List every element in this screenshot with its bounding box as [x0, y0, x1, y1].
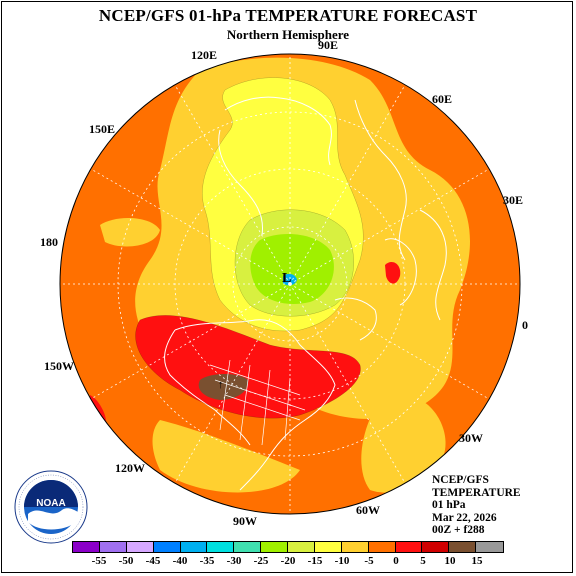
field-band-minus20	[250, 234, 334, 305]
colorbar-tick-label: 0	[393, 555, 399, 567]
colorbar-ticks: -55 -50 -45 -40 -35 -30 -25 -20 -15 -10 -5 0 5 10 15	[0, 555, 576, 569]
colorbar-segment	[234, 542, 262, 552]
lon-label-180: 180	[40, 235, 58, 249]
colorbar-tick-label: -45	[145, 555, 161, 567]
lon-label-150w: 150W	[44, 359, 74, 373]
lon-label-0: 0	[522, 318, 528, 332]
noaa-logo-text: NOAA	[36, 498, 65, 509]
temperature-field	[60, 54, 520, 514]
colorbar-segment	[180, 542, 208, 552]
noaa-logo: NOAA	[14, 470, 88, 544]
lon-label-90e: 90E	[318, 38, 339, 52]
info-model: NCEP/GFS	[432, 474, 489, 486]
field-cold-core	[283, 273, 297, 286]
colorbar-tick-label: -25	[253, 555, 269, 567]
warm-marker: ↑	[218, 379, 224, 391]
colorbar-tick-label: -35	[199, 555, 215, 567]
colorbar-tick-label: 5	[420, 555, 426, 567]
info-date: Mar 22, 2026	[432, 511, 497, 524]
colorbar-segment	[261, 542, 288, 552]
map-boundary	[59, 53, 521, 515]
colorbar-tick-label: -30	[226, 555, 242, 567]
colorbar-tick-label: -40	[172, 555, 188, 567]
map-subtitle: Northern Hemisphere	[226, 27, 350, 42]
colorbar-tick-label: -15	[307, 555, 323, 567]
field-warm-brown	[198, 374, 249, 400]
colorbar-segment	[314, 542, 342, 552]
lon-label-150e: 150E	[89, 122, 116, 136]
map-title: NCEP/GFS 01-hPa TEMPERATURE FORECAST	[98, 6, 478, 25]
forecast-info: NCEP/GFS TEMPERATURE 01 hPa Mar 22, 2026…	[432, 474, 521, 537]
low-marker: L	[282, 271, 291, 286]
colorbar-segment	[99, 542, 127, 552]
colorbar-segment	[476, 542, 503, 552]
colorbar-segment	[341, 542, 369, 552]
colorbar-segment	[449, 542, 477, 552]
colorbar-tick-label: 15	[471, 555, 483, 567]
colorbar	[72, 541, 504, 553]
lon-label-120w: 120W	[115, 461, 145, 475]
lon-label-90w: 90W	[233, 514, 257, 528]
colorbar-segment	[126, 542, 154, 552]
lon-label-120e: 120E	[191, 48, 218, 62]
field-patch-180	[100, 218, 160, 247]
colorbar-tick-label: -5	[364, 555, 374, 567]
field-band-minus5-south	[361, 394, 446, 493]
coastlines	[164, 96, 447, 491]
lon-label-30w: 30W	[459, 431, 483, 445]
info-variable: TEMPERATURE	[432, 486, 521, 499]
colorbar-segment	[395, 542, 423, 552]
lon-label-30e: 30E	[503, 193, 524, 207]
colorbar-tick-label: -50	[118, 555, 134, 567]
field-warm-red	[135, 315, 361, 419]
lon-label-60e: 60E	[432, 92, 453, 106]
colorbar-segment	[73, 542, 100, 552]
colorbar-segment	[207, 542, 235, 552]
colorbar-segment	[288, 542, 315, 552]
lon-label-60w: 60W	[356, 503, 380, 517]
colorbar-segment	[153, 542, 181, 552]
graticule	[60, 54, 520, 514]
field-warm-scandinavia	[385, 262, 401, 284]
colorbar-tick-label: -55	[91, 555, 107, 567]
info-level: 01 hPa	[432, 499, 466, 511]
colorbar-segment	[422, 542, 450, 552]
colorbar-tick-label: 10	[444, 555, 456, 567]
colorbar-segment	[368, 542, 396, 552]
state-borders	[209, 359, 306, 446]
colorbar-tick-label: -10	[334, 555, 350, 567]
field-band-minus5-sw	[152, 420, 300, 493]
colorbar-tick-label: -20	[280, 555, 296, 567]
info-run: 00Z + f288	[432, 524, 485, 536]
